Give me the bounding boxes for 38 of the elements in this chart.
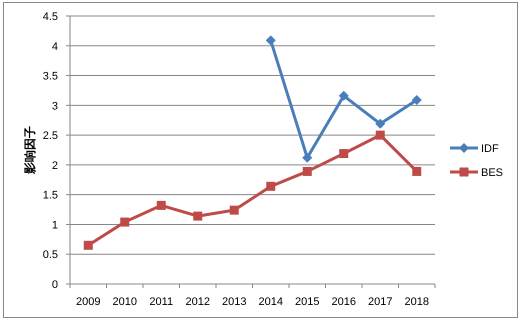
y-tick-label: 1 xyxy=(52,219,58,232)
point xyxy=(412,94,422,105)
point xyxy=(339,149,348,158)
x-tick-label: 2017 xyxy=(368,296,392,308)
x-tick-label: 2015 xyxy=(295,296,320,308)
point xyxy=(266,35,276,46)
y-tick-label: 4.5 xyxy=(42,11,58,23)
x-tick-label: 2012 xyxy=(186,296,210,308)
x-tick-label: 2009 xyxy=(76,296,100,308)
x-tick-label: 2010 xyxy=(112,296,137,308)
point xyxy=(338,90,349,101)
y-axis-title: 影响因子 xyxy=(23,126,37,175)
x-tick-label: 2018 xyxy=(404,296,429,308)
point xyxy=(376,130,385,140)
point xyxy=(84,240,93,250)
point xyxy=(375,118,386,129)
y-tick-label: 3 xyxy=(52,100,58,112)
point xyxy=(302,152,312,163)
point xyxy=(412,166,422,176)
y-tick-label: 0.5 xyxy=(42,249,58,262)
x-tick-label: 2013 xyxy=(222,296,246,308)
point xyxy=(120,218,130,227)
y-tick-label: 2.5 xyxy=(42,130,58,142)
x-tick-label: 2011 xyxy=(149,296,174,308)
y-tick-label: 1.5 xyxy=(42,190,58,202)
point xyxy=(230,206,239,215)
point xyxy=(266,182,276,191)
y-tick-label: 4 xyxy=(52,40,58,53)
x-tick-label: 2016 xyxy=(332,296,356,308)
x-tick-label: 2014 xyxy=(258,296,283,308)
point xyxy=(193,212,202,221)
point xyxy=(156,200,166,210)
legend-label: IDF xyxy=(481,143,499,155)
y-tick-label: 3.5 xyxy=(42,70,58,83)
point xyxy=(302,166,312,176)
y-tick-label: 0 xyxy=(52,279,58,291)
legend-label: BES xyxy=(481,167,504,179)
y-tick-label: 2 xyxy=(52,160,58,172)
